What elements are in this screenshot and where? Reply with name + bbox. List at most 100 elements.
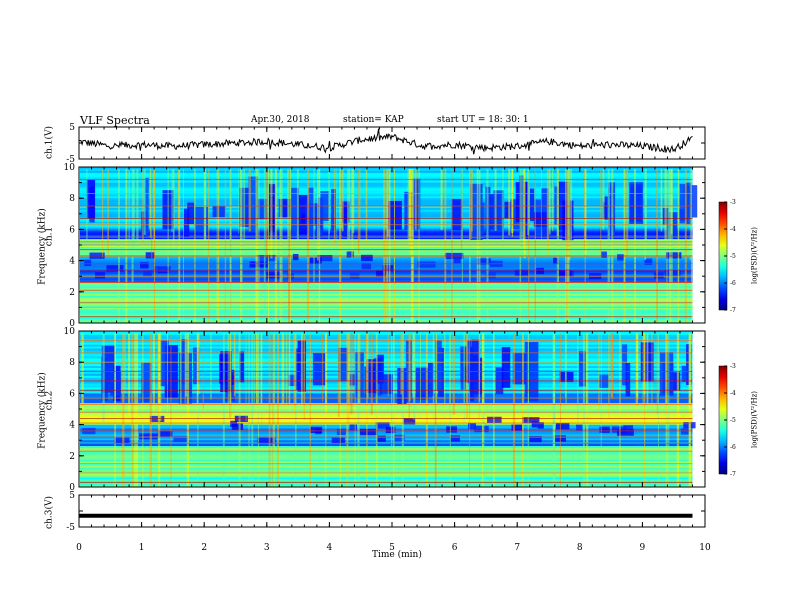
spectrogram-band — [80, 354, 693, 357]
spectrogram-spike — [222, 333, 225, 487]
spectrogram-band — [80, 448, 693, 451]
spectrogram-patch — [474, 425, 489, 433]
spectrogram-band — [80, 358, 693, 361]
spectrogram-spike — [549, 169, 551, 235]
spectrogram-patch — [625, 363, 631, 397]
spectrogram-patch — [504, 201, 512, 219]
spectrogram-spike — [566, 169, 569, 323]
spectrogram-patch — [476, 258, 491, 265]
spectrogram-patch — [522, 417, 540, 424]
spectrogram-spike — [436, 333, 438, 423]
spectrogram-band — [80, 401, 693, 404]
spectrogram-patch — [183, 208, 190, 238]
y-tick-label: -5 — [66, 155, 75, 165]
spectrogram-band — [80, 336, 693, 340]
spectrogram-spike — [564, 169, 566, 323]
spectrogram-band — [80, 455, 693, 459]
spectrogram-spike — [570, 169, 573, 245]
spectrogram-spike — [668, 333, 670, 487]
spectrogram-spike — [243, 169, 246, 254]
spectrogram-band — [80, 338, 693, 342]
spectrogram-spike — [527, 169, 530, 236]
spectrogram-spike — [339, 169, 342, 323]
spectrogram-band — [80, 368, 693, 371]
spectrogram-spike — [132, 169, 135, 247]
spectrogram-band — [80, 399, 693, 402]
spectrogram-patch — [346, 251, 355, 258]
colorbar-tick-label: -6 — [730, 444, 736, 451]
y-tick-label: 5 — [69, 123, 75, 133]
spectrogram-spike — [602, 169, 605, 230]
spectrogram-spike — [256, 333, 259, 414]
spectrogram-spike — [559, 333, 561, 487]
spectrogram-patch — [622, 344, 628, 386]
spectrogram-band — [80, 451, 693, 455]
spectrogram-spike — [238, 333, 241, 487]
colorbar-tick-label: -3 — [730, 199, 736, 206]
spectrogram-band — [80, 418, 693, 421]
spectrogram-patch — [428, 367, 433, 398]
spectrogram-patch — [469, 347, 474, 402]
spectrogram-spike — [227, 333, 229, 420]
spectrogram-spike — [478, 169, 481, 323]
spectrogram-patch — [86, 179, 96, 219]
spectrogram-patch — [450, 435, 460, 442]
spectrogram-band — [80, 360, 693, 363]
x-tick-label: 9 — [640, 543, 646, 553]
spectrogram-spike — [354, 333, 356, 487]
spectrogram-spike — [325, 333, 327, 487]
spectrogram-spike — [122, 333, 125, 487]
spectrogram-spike — [229, 169, 232, 323]
spectrogram-spike — [177, 169, 180, 231]
spectrogram-patch — [338, 347, 348, 382]
spectrogram-spike — [274, 169, 278, 323]
colorbar-tick-label: -5 — [730, 417, 736, 424]
x-axis-label: Time (min) — [372, 550, 422, 560]
spectrogram-spike — [204, 169, 207, 257]
colorbar-tick-label: -4 — [730, 390, 736, 397]
spectrogram-spike — [309, 333, 311, 487]
spectrogram-spike — [420, 333, 422, 420]
spectrogram-spike — [556, 169, 559, 323]
spectrogram-band — [80, 459, 693, 462]
spectrogram-spike — [623, 169, 625, 323]
spectrogram-spike — [342, 169, 344, 232]
spectrogram-spike — [366, 333, 368, 395]
spectrogram-patch — [359, 428, 378, 436]
spectrogram-spike — [313, 169, 315, 323]
spectrogram-patch — [295, 348, 300, 391]
spectrogram-spike — [463, 333, 465, 422]
spectrogram-patch — [578, 351, 586, 387]
spectrogram-spike — [690, 169, 693, 323]
spectrogram-spike — [265, 169, 268, 258]
spectrogram-spike — [178, 169, 181, 323]
spectrogram-band — [80, 432, 693, 435]
spectrogram-patch — [533, 212, 547, 227]
spectrogram-spike — [322, 333, 324, 403]
spectrogram-patch — [511, 424, 522, 431]
spectrogram-spike — [670, 169, 673, 323]
spectrogram-spike — [600, 333, 602, 487]
spectrogram-spike — [144, 169, 146, 235]
spectrogram-patch — [361, 262, 372, 270]
spectrogram-spike — [611, 333, 614, 399]
spectrogram-spike — [608, 333, 610, 419]
x-tick-label: 10 — [699, 543, 711, 553]
spectrogram-band — [80, 469, 693, 472]
spectrogram-band — [80, 352, 693, 355]
spectrogram-spike — [339, 333, 341, 487]
y-tick-label: 8 — [69, 194, 75, 204]
spectrogram-spike — [136, 169, 139, 249]
spectrogram-patch — [296, 194, 309, 235]
spectrogram-band — [80, 463, 693, 466]
spectrogram-patch — [349, 272, 360, 279]
spectrogram-spike — [689, 169, 691, 261]
colorbar-tick-label: -7 — [730, 471, 736, 478]
spectrogram-spike — [390, 333, 393, 487]
spectrogram-patch — [623, 425, 634, 432]
spectrogram-spike — [224, 169, 227, 323]
spectrogram-patch — [342, 201, 350, 223]
spectrogram-band — [80, 444, 693, 447]
date-label: Apr.30, 2018 — [251, 115, 310, 125]
spectrogram-patch — [644, 258, 653, 265]
